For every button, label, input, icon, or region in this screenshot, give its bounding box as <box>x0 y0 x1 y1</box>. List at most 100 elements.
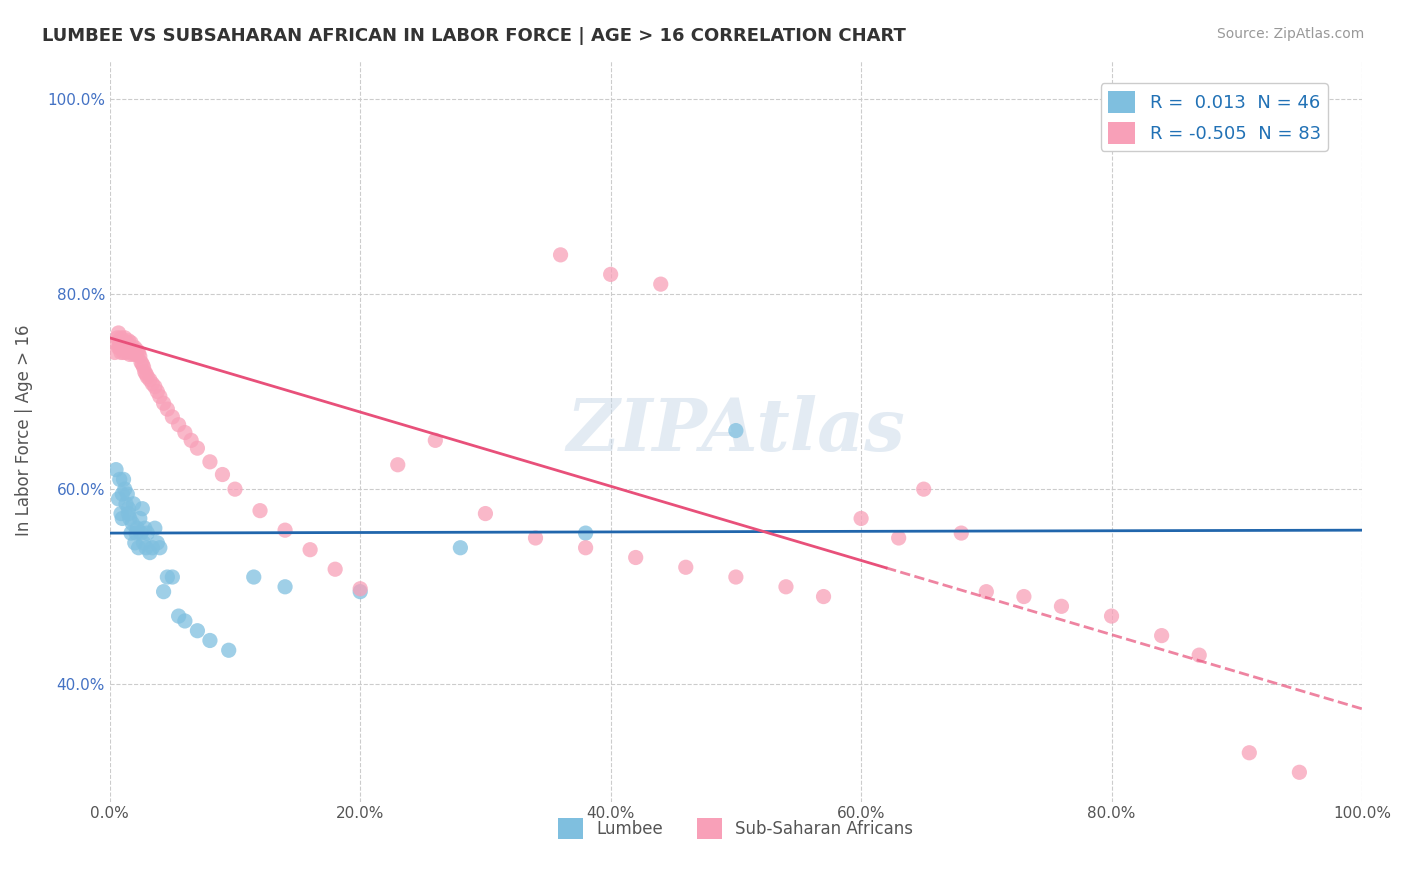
Point <box>121 345 143 359</box>
Point <box>149 389 172 403</box>
Point <box>112 472 135 486</box>
Point <box>117 343 139 358</box>
Point <box>912 482 935 496</box>
Point <box>107 341 129 355</box>
Point <box>211 467 233 482</box>
Point <box>132 536 155 550</box>
Point <box>724 570 747 584</box>
Point <box>162 409 184 424</box>
Point <box>323 562 346 576</box>
Point <box>118 511 141 525</box>
Point <box>117 507 139 521</box>
Text: ZIPAtlas: ZIPAtlas <box>567 395 905 467</box>
Point <box>167 609 190 624</box>
Point <box>575 541 598 555</box>
Point <box>1239 746 1261 760</box>
Point <box>198 455 221 469</box>
Point <box>474 507 496 521</box>
Point <box>387 458 409 472</box>
Point <box>198 633 221 648</box>
Point <box>143 379 166 393</box>
Point <box>134 365 156 379</box>
Point <box>131 501 153 516</box>
Point <box>117 335 139 350</box>
Point <box>274 523 297 537</box>
Point <box>141 376 163 391</box>
Point <box>125 526 148 541</box>
Point <box>599 268 621 282</box>
Point <box>650 277 672 292</box>
Point <box>118 340 141 354</box>
Point <box>249 503 271 517</box>
Point <box>675 560 697 574</box>
Point <box>156 402 179 417</box>
Point <box>122 497 145 511</box>
Point <box>107 326 129 340</box>
Point <box>887 531 910 545</box>
Point <box>449 541 471 555</box>
Point <box>112 345 135 359</box>
Point <box>111 511 134 525</box>
Point <box>156 570 179 584</box>
Point <box>131 357 153 371</box>
Point <box>127 521 149 535</box>
Point <box>349 582 371 596</box>
Point <box>1188 648 1211 662</box>
Point <box>299 542 322 557</box>
Point <box>152 396 174 410</box>
Point <box>114 341 136 355</box>
Point <box>110 507 132 521</box>
Point <box>575 526 598 541</box>
Point <box>115 337 138 351</box>
Point <box>849 511 872 525</box>
Point <box>146 384 169 399</box>
Point <box>186 441 208 455</box>
Point <box>120 526 142 541</box>
Y-axis label: In Labor Force | Age > 16: In Labor Force | Age > 16 <box>15 325 32 536</box>
Point <box>724 424 747 438</box>
Point <box>128 345 150 359</box>
Point <box>141 541 163 555</box>
Point <box>1101 609 1123 624</box>
Point <box>114 482 136 496</box>
Point <box>146 536 169 550</box>
Point <box>180 434 202 448</box>
Point <box>117 342 139 356</box>
Point <box>105 335 128 350</box>
Point <box>132 360 155 375</box>
Point <box>117 334 139 348</box>
Point <box>110 345 132 359</box>
Point <box>134 521 156 535</box>
Point <box>139 546 162 560</box>
Point <box>129 355 152 369</box>
Point <box>173 614 195 628</box>
Point <box>108 335 131 350</box>
Point <box>624 550 647 565</box>
Point <box>135 367 157 381</box>
Point <box>775 580 797 594</box>
Point <box>425 434 447 448</box>
Point <box>112 335 135 350</box>
Point <box>224 482 246 496</box>
Point <box>1050 599 1073 614</box>
Point <box>111 335 134 350</box>
Legend: Lumbee, Sub-Saharan Africans: Lumbee, Sub-Saharan Africans <box>551 812 920 846</box>
Point <box>111 487 134 501</box>
Point <box>186 624 208 638</box>
Point <box>110 331 132 345</box>
Point <box>976 584 998 599</box>
Point <box>129 526 152 541</box>
Point <box>128 511 150 525</box>
Point <box>124 536 146 550</box>
Point <box>128 350 150 364</box>
Text: LUMBEE VS SUBSAHARAN AFRICAN IN LABOR FORCE | AGE > 16 CORRELATION CHART: LUMBEE VS SUBSAHARAN AFRICAN IN LABOR FO… <box>42 27 905 45</box>
Point <box>115 497 138 511</box>
Point <box>218 643 240 657</box>
Point <box>152 584 174 599</box>
Point <box>136 526 159 541</box>
Point <box>124 341 146 355</box>
Point <box>104 345 127 359</box>
Point <box>108 341 131 355</box>
Point <box>128 541 150 555</box>
Point <box>1150 629 1173 643</box>
